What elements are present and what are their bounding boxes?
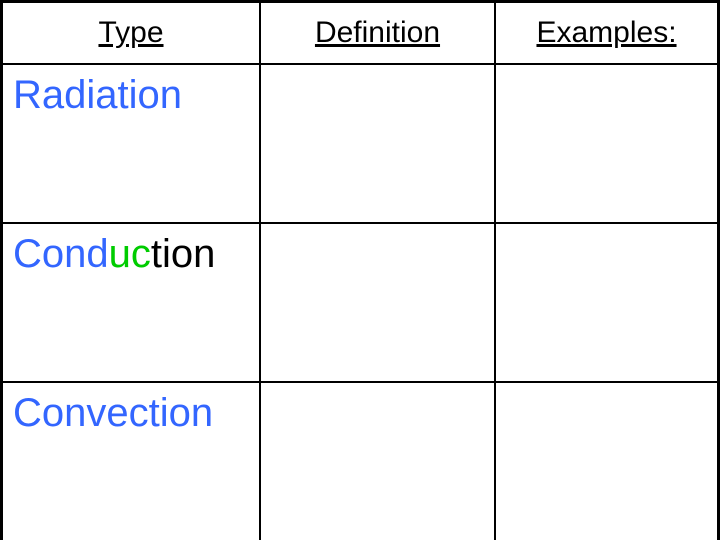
type-fragment: tion (151, 232, 216, 276)
definition-cell (261, 65, 496, 222)
type-label-convection: Convection (13, 391, 213, 436)
type-cell: Radiation (3, 65, 261, 222)
examples-cell (496, 224, 717, 381)
type-label-radiation: Radiation (13, 73, 182, 118)
table-row: Conduction (3, 224, 717, 383)
table-header-row: Type Definition Examples: (3, 3, 717, 65)
type-label-conduction: Conduction (13, 232, 215, 277)
type-fragment: uc (109, 232, 151, 276)
definition-cell (261, 224, 496, 381)
header-type: Type (3, 3, 261, 63)
header-definition-label: Definition (315, 16, 440, 50)
header-type-label: Type (98, 16, 163, 50)
type-fragment: Cond (13, 232, 109, 276)
header-definition: Definition (261, 3, 496, 63)
header-examples: Examples: (496, 3, 717, 63)
definition-cell (261, 383, 496, 540)
type-fragment: Radiation (13, 73, 182, 117)
type-cell: Conduction (3, 224, 261, 381)
table-row: Radiation (3, 65, 717, 224)
examples-cell (496, 383, 717, 540)
heat-transfer-table: Type Definition Examples: Radiation Cond… (0, 0, 720, 540)
table-row: Convection (3, 383, 717, 540)
examples-cell (496, 65, 717, 222)
type-fragment: Convection (13, 391, 213, 435)
type-cell: Convection (3, 383, 261, 540)
header-examples-label: Examples: (536, 16, 676, 50)
